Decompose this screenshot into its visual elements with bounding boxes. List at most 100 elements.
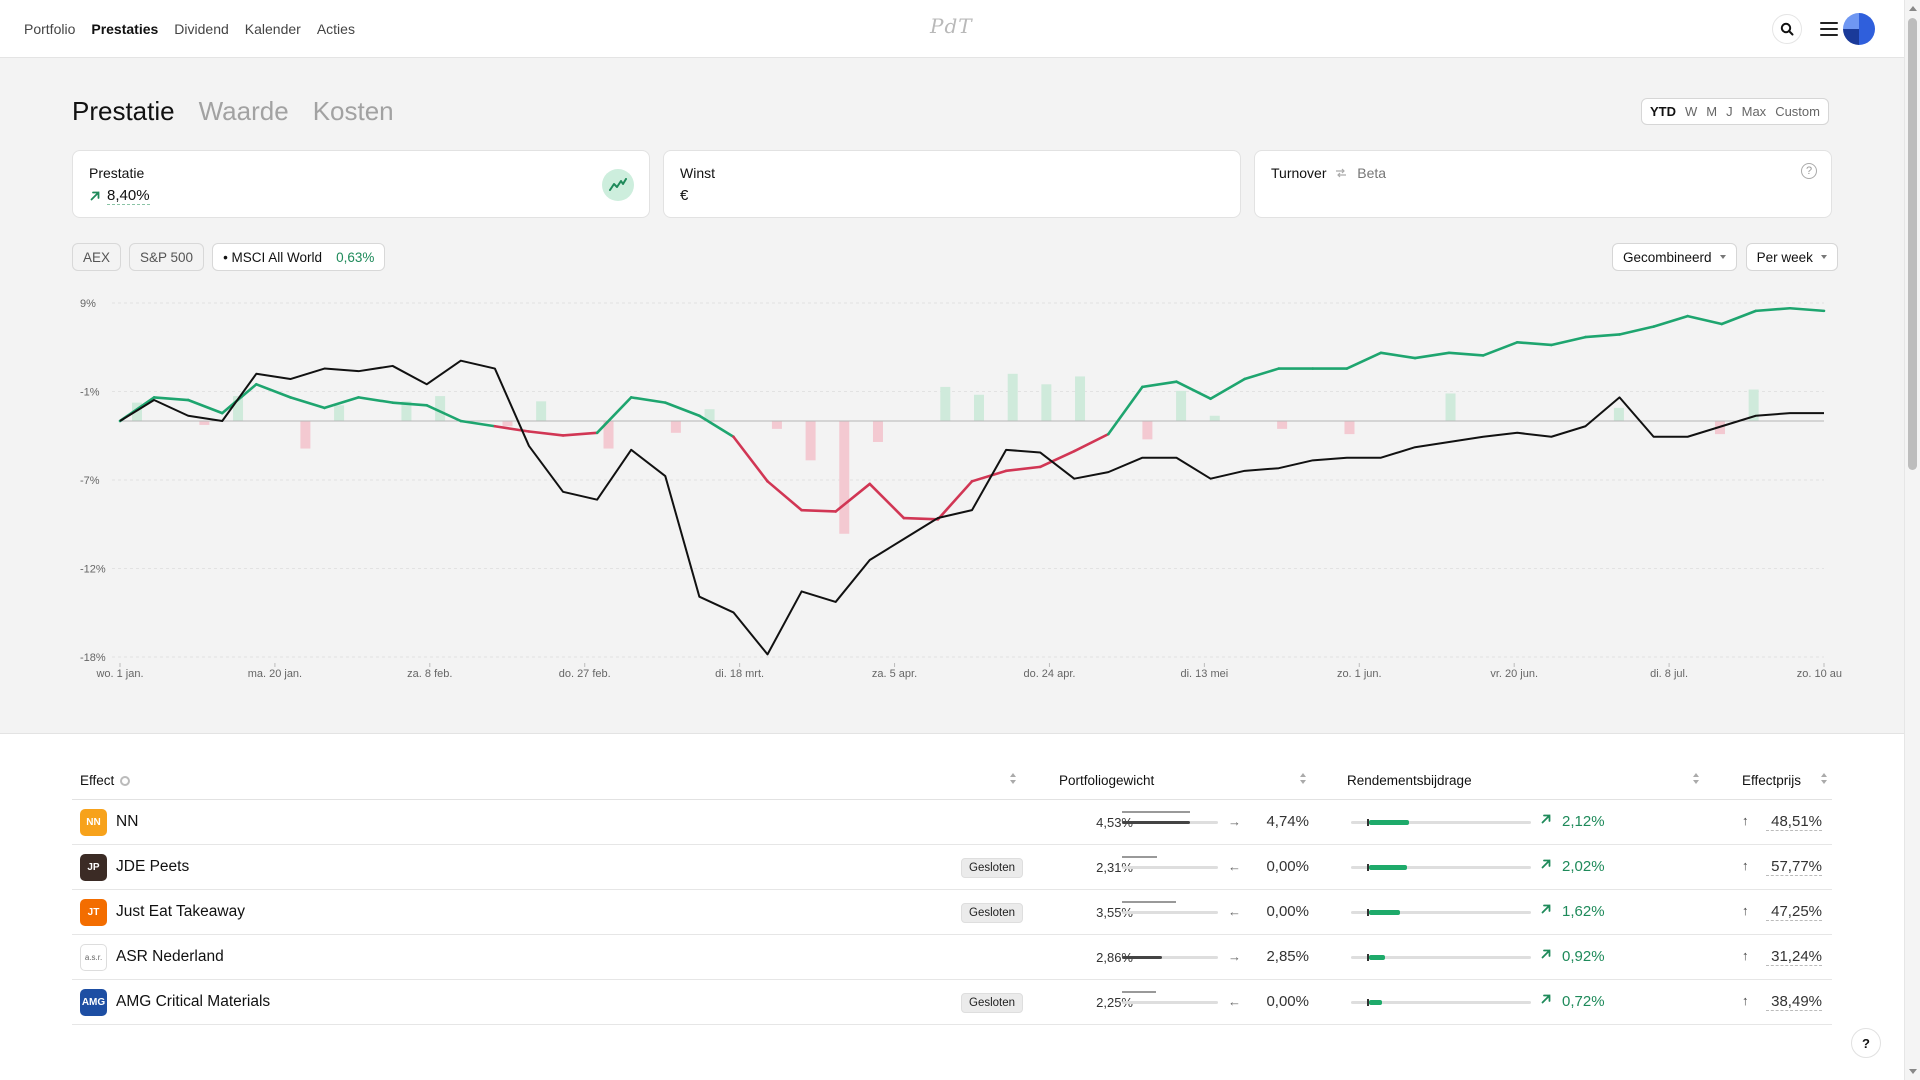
turnover-title: Turnover — [1271, 165, 1327, 181]
period-m[interactable]: M — [1706, 104, 1718, 119]
nav-kalender[interactable]: Kalender — [244, 21, 301, 37]
avatar[interactable] — [1843, 13, 1875, 45]
turnover-card-title: Turnover Beta — [1271, 165, 1386, 181]
nav-prestaties[interactable]: Prestaties — [91, 21, 159, 37]
app-logo[interactable]: PdT — [930, 14, 973, 38]
header-weight[interactable]: Portfoliogewicht — [1059, 773, 1155, 788]
portfolio-line-segment — [1481, 341, 1519, 357]
contribution-bar — [1351, 819, 1531, 826]
performance-chart-icon[interactable] — [602, 169, 634, 201]
prestatie-value[interactable]: 8,40% — [107, 187, 150, 205]
benchmark-msci[interactable]: • MSCI All World 0,63% — [212, 243, 386, 271]
benchmark-line — [119, 359, 1824, 656]
help-button[interactable]: ? — [1851, 1028, 1881, 1058]
nav-dividend[interactable]: Dividend — [174, 21, 229, 37]
y-tick-label: -18% — [80, 652, 106, 664]
security-name[interactable]: Just Eat Takeaway — [116, 903, 245, 920]
weight-bar — [1122, 956, 1218, 959]
nav-acties[interactable]: Acties — [316, 21, 355, 37]
table-row[interactable]: NN NN 4,53% → 4,74% 2,12% ↑ 48,51% — [72, 800, 1832, 845]
weight-end: 4,74% — [1266, 813, 1309, 830]
interval-dropdown[interactable]: Per week — [1745, 243, 1838, 271]
performance-chart[interactable]: 9% -1% -7% -12% -18% wo. 1 jan. ma. 20 jan. za.… — [72, 290, 1842, 690]
price-return[interactable]: 57,77% — [1766, 858, 1822, 876]
weight-bar-fill — [1122, 821, 1190, 824]
help-icon[interactable]: ? — [1801, 163, 1817, 179]
security-name[interactable]: JDE Peets — [116, 858, 190, 875]
table-row[interactable]: AMG AMG Critical Materials Gesloten 2,25% ← 0… — [72, 980, 1832, 1025]
security-name[interactable]: ASR Nederland — [116, 948, 224, 965]
winst-card-value: € — [680, 187, 689, 204]
portfolio-line-segment — [425, 403, 463, 423]
x-tick-label: di. 13 mei — [1181, 668, 1229, 680]
weekly-bar — [1748, 389, 1759, 421]
period-w[interactable]: W — [1685, 104, 1698, 119]
header-effect-label: Effect — [80, 773, 115, 788]
header-contribution[interactable]: Rendementsbijdrage — [1347, 773, 1472, 788]
company-logo: a.s.r. — [80, 944, 107, 971]
table-row[interactable]: JT Just Eat Takeaway Gesloten 3,55% ← 0,00% 1,… — [72, 890, 1832, 935]
contribution-bar — [1351, 999, 1531, 1006]
portfolio-line-segment — [1652, 314, 1689, 328]
weight-end: 0,00% — [1266, 903, 1309, 920]
benchmark-msci-pct: 0,63% — [336, 249, 375, 265]
benchmark-sp500[interactable]: S&P 500 — [129, 243, 205, 271]
x-tick-label: ma. 20 jan. — [248, 668, 302, 680]
weekly-bar — [132, 402, 142, 421]
period-max[interactable]: Max — [1741, 104, 1767, 119]
scrollbar[interactable] — [1904, 0, 1920, 1080]
portfolio-line-segment — [766, 480, 803, 512]
mode-dropdown[interactable]: Gecombineerd — [1612, 243, 1737, 271]
portfolio-line-segment — [936, 480, 974, 521]
portfolio-line-segment — [629, 396, 667, 404]
main-nav: Portfolio Prestaties Dividend Kalender A… — [24, 21, 355, 37]
nav-portfolio[interactable]: Portfolio — [24, 21, 76, 37]
header-price[interactable]: Effectprijs — [1742, 773, 1802, 788]
tab-kosten[interactable]: Kosten — [312, 96, 394, 126]
benchmark-aex[interactable]: AEX — [72, 243, 122, 271]
sort-icon[interactable] — [1300, 772, 1307, 786]
security-name[interactable]: NN — [116, 813, 139, 830]
period-j[interactable]: J — [1726, 104, 1733, 119]
header-effect[interactable]: Effect — [80, 773, 131, 788]
table-row[interactable]: JP JDE Peets Gesloten 2,31% ← 0,00% 2,02% ↑ 57,7… — [72, 845, 1832, 890]
price-return[interactable]: 38,49% — [1766, 993, 1822, 1011]
weekly-bar — [1277, 421, 1288, 429]
table-row[interactable]: a.s.r. ASR Nederland 2,86% → 2,85% 0,92% ↑ 31,2… — [72, 935, 1832, 980]
sort-icon[interactable] — [1010, 772, 1017, 786]
weight-end: 2,85% — [1266, 948, 1309, 965]
weekly-bar — [502, 421, 513, 427]
period-custom[interactable]: Custom — [1775, 104, 1820, 119]
portfolio-line-segment — [323, 396, 360, 410]
mode-dropdown-label: Gecombineerd — [1623, 249, 1712, 265]
sort-icon[interactable] — [1821, 772, 1828, 786]
contribution-bar-fill — [1367, 954, 1385, 961]
price-return[interactable]: 47,25% — [1766, 903, 1822, 921]
search-button[interactable] — [1772, 14, 1802, 44]
weight-start: 3,55% — [1096, 905, 1133, 920]
scrollbar-thumb[interactable] — [1908, 18, 1917, 470]
menu-icon[interactable] — [1820, 18, 1838, 38]
portfolio-line-segment — [1107, 385, 1144, 436]
price-return[interactable]: 48,51% — [1766, 813, 1822, 831]
portfolio-line-segment — [1141, 380, 1178, 389]
scroll-up-icon[interactable] — [1909, 6, 1917, 11]
weekly-bar — [536, 401, 547, 421]
tab-prestatie[interactable]: Prestatie — [72, 96, 175, 126]
contribution-bar-fill — [1367, 999, 1382, 1006]
security-name[interactable]: AMG Critical Materials — [116, 993, 271, 1010]
scroll-down-icon[interactable] — [1909, 1069, 1917, 1074]
price-return[interactable]: 31,24% — [1766, 948, 1822, 966]
contribution-bar-fill — [1367, 909, 1400, 916]
weekly-bar — [401, 401, 412, 421]
weekly-bar — [974, 394, 984, 421]
weekly-bar — [1613, 407, 1624, 421]
sort-icon[interactable] — [1693, 772, 1700, 786]
portfolio-line-segment — [1072, 432, 1110, 453]
weekly-bar — [872, 421, 883, 442]
chart-controls: Gecombineerd Per week — [1612, 243, 1838, 271]
portfolio-line-segment — [1004, 465, 1042, 473]
gear-icon[interactable] — [120, 776, 131, 787]
period-ytd[interactable]: YTD — [1650, 104, 1676, 119]
tab-waarde[interactable]: Waarde — [198, 96, 289, 126]
